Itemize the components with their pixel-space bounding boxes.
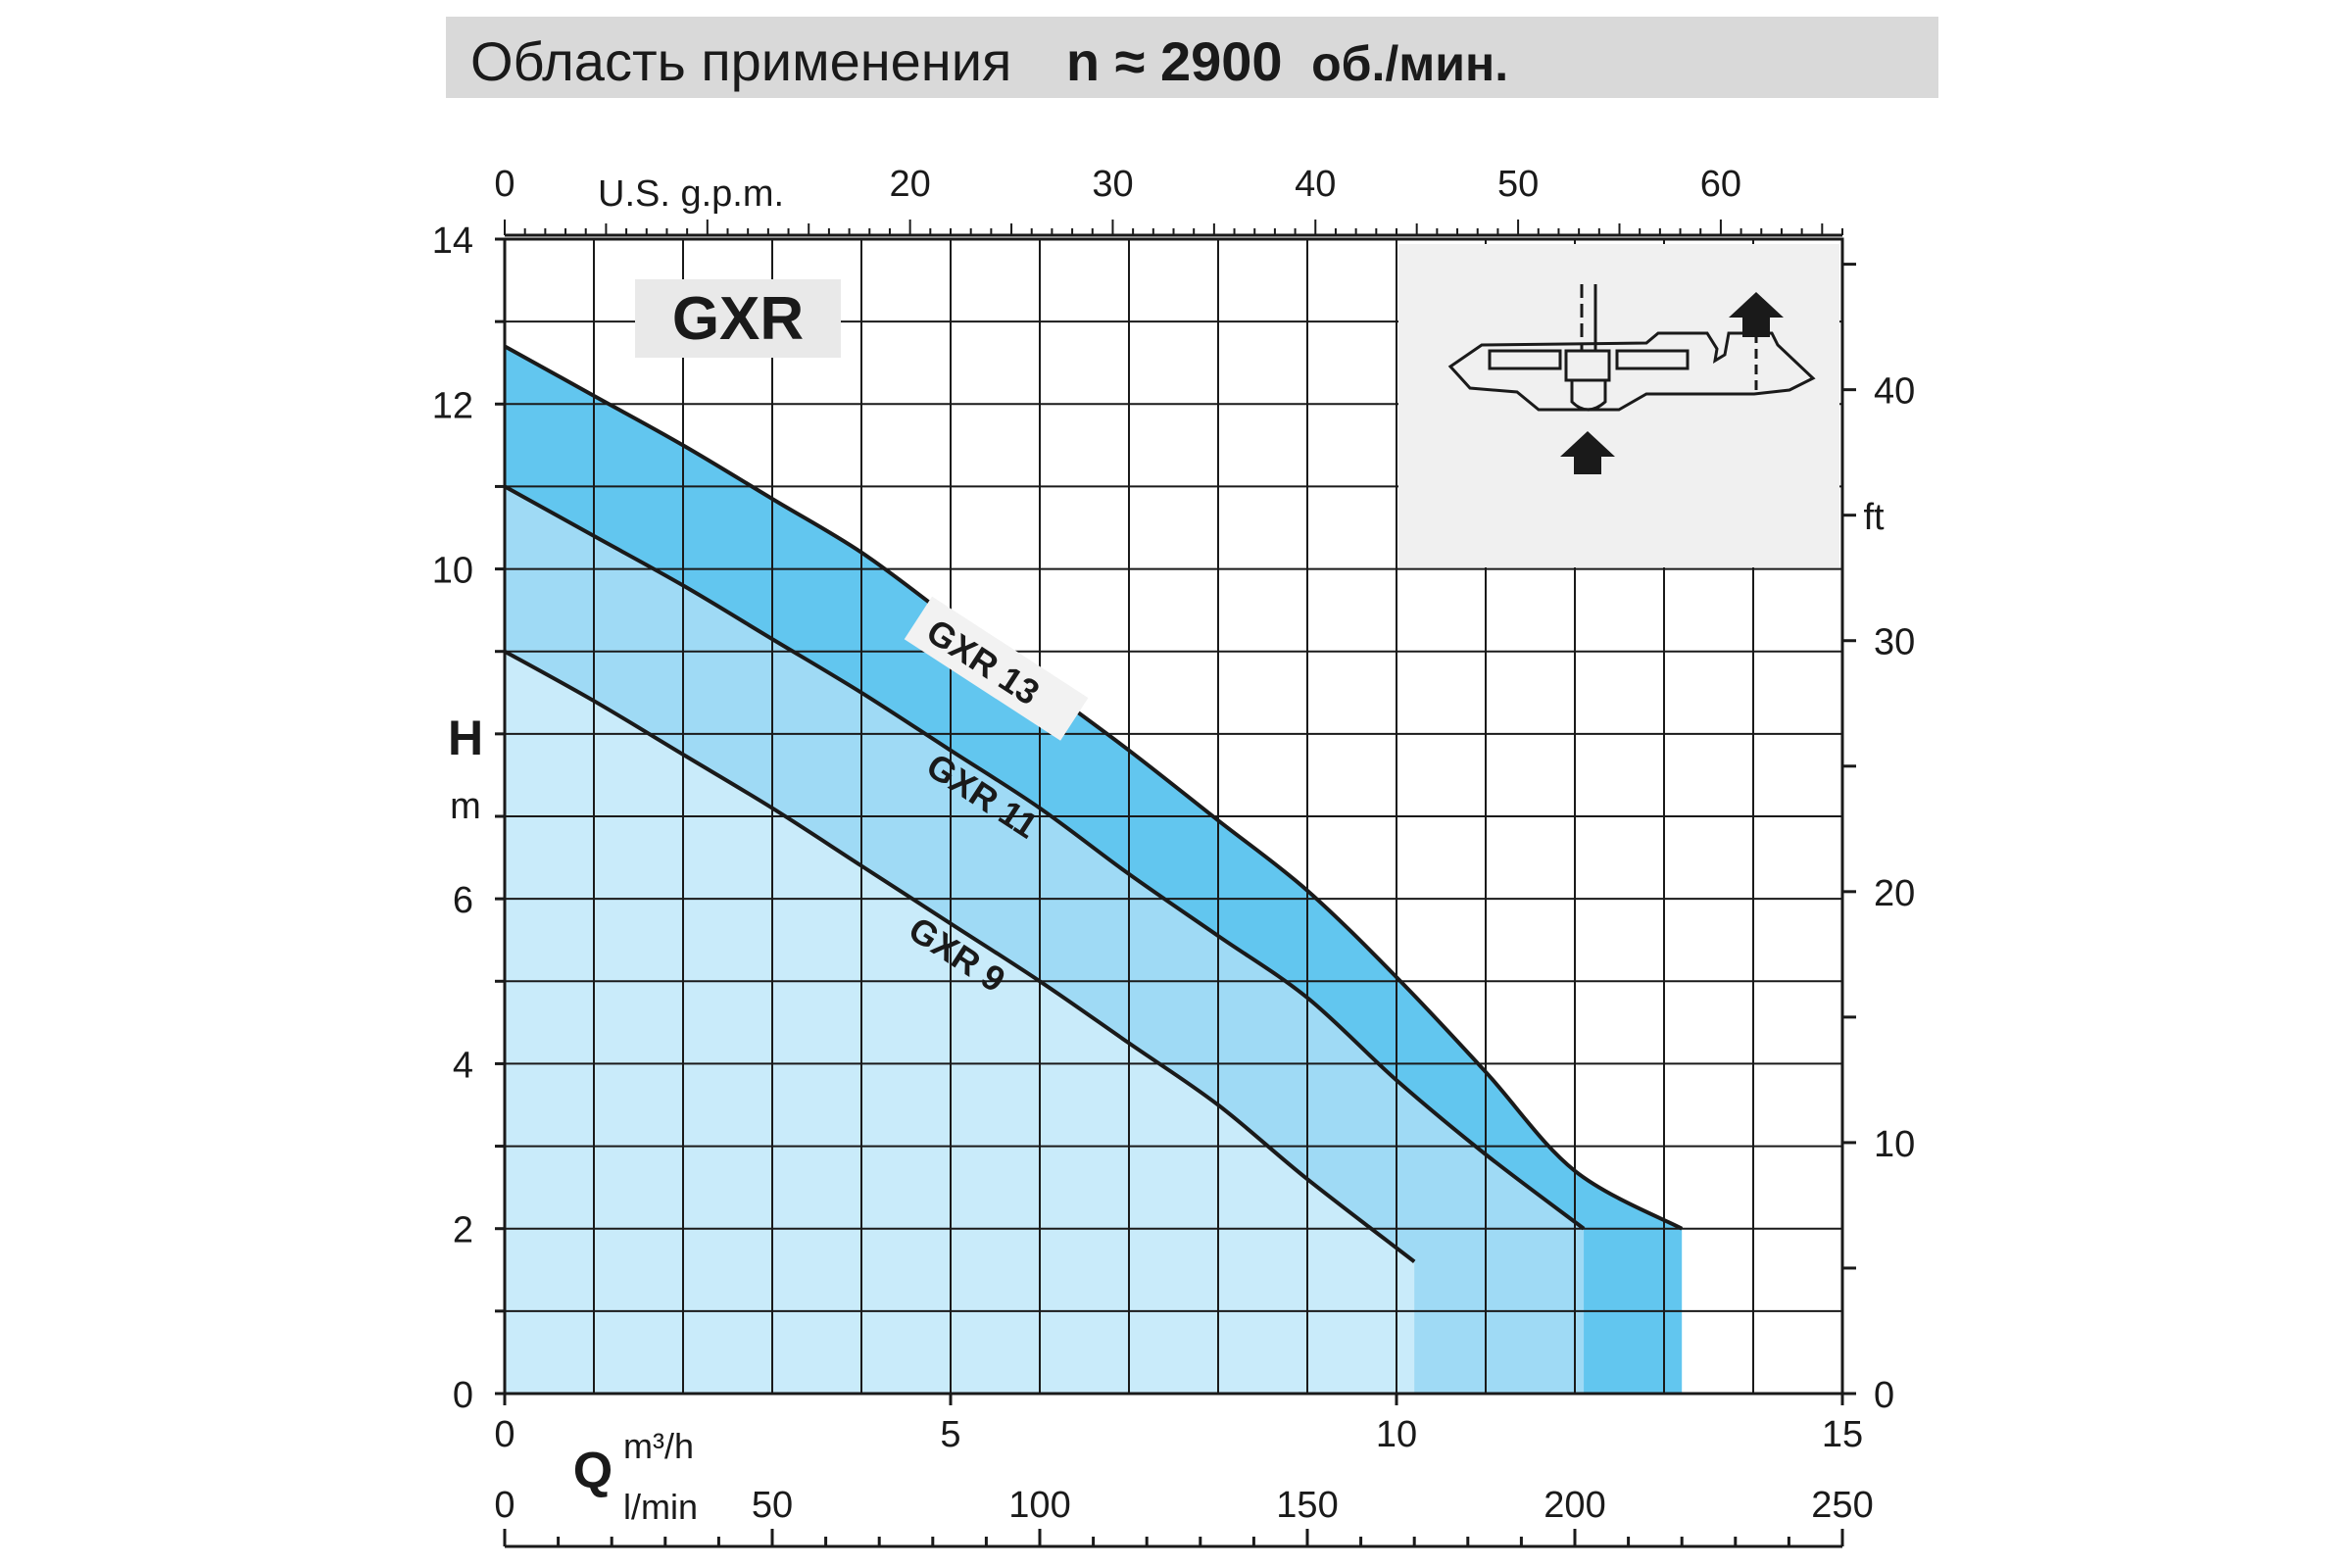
y-right-tick-label: 40 (1874, 371, 1915, 413)
y-right-unit: ft (1863, 497, 1885, 538)
y-tick-label: 0 (453, 1375, 473, 1416)
y-tick-label: 4 (453, 1045, 473, 1086)
y-tick-label: 10 (432, 551, 473, 592)
chart-title: Область применения n ≈ 2900 об./мин. (470, 30, 1508, 92)
y-axis-symbol: H (448, 710, 483, 765)
x-tick-label: 5 (940, 1414, 960, 1455)
series-label: GXR (672, 285, 804, 353)
x-lmin-tick-label: 100 (1008, 1485, 1070, 1526)
y-right-tick-label: 20 (1874, 873, 1915, 914)
x-top-unit: U.S. g.p.m. (598, 173, 784, 215)
x-top-tick-label: 60 (1700, 164, 1741, 205)
series-areas (505, 346, 1683, 1394)
series-line-1 (504, 344, 1684, 1231)
x-top-tick-label: 20 (889, 164, 930, 205)
x-lmin-tick-label: 250 (1811, 1485, 1873, 1526)
x-lmin-tick-label: 50 (752, 1485, 793, 1526)
title-bar (446, 17, 1938, 98)
y-right-tick-label: 30 (1874, 622, 1915, 663)
y-right-tick-label: 0 (1874, 1375, 1894, 1416)
x-axis-symbol: Q (573, 1443, 612, 1499)
y-tick-label: 2 (453, 1210, 473, 1251)
series-line-2 (504, 484, 1586, 1231)
x-top-tick-label: 40 (1295, 164, 1336, 205)
y-tick-label: 14 (432, 220, 473, 262)
title-speed-unit: об./мин. (1311, 36, 1508, 91)
y-right-tick-label: 10 (1874, 1124, 1915, 1165)
series-label-box (635, 279, 841, 358)
grid (505, 239, 1842, 1394)
y-tick-label: 6 (453, 880, 473, 921)
x-lmin-tick-label: 150 (1276, 1485, 1338, 1526)
x-axis-unit-lmin: l/min (623, 1487, 698, 1527)
x-tick-label: 0 (494, 1414, 514, 1455)
x-tick-label: 10 (1376, 1414, 1417, 1455)
x-tick-label: 15 (1822, 1414, 1863, 1455)
series-curves (504, 344, 1684, 1263)
x-top-tick-label: 50 (1497, 164, 1539, 205)
y-axis-unit: m (450, 786, 481, 827)
title-text: Область применения (470, 30, 1011, 92)
series-line-3 (504, 649, 1416, 1263)
x-lmin-tick-label: 200 (1544, 1485, 1605, 1526)
series-area-3 (505, 651, 1415, 1394)
curve-label-bg (904, 596, 1089, 741)
x-axis-unit-m3h: m³/h (623, 1426, 694, 1466)
x-top-tick-label: 0 (494, 164, 514, 205)
title-speed: n ≈ 2900 (1066, 30, 1283, 92)
y-tick-label: 12 (432, 385, 473, 426)
x-top-tick-label: 30 (1092, 164, 1133, 205)
x-lmin-tick-label: 0 (494, 1485, 514, 1526)
pump-impeller-diagram (1398, 244, 1839, 567)
